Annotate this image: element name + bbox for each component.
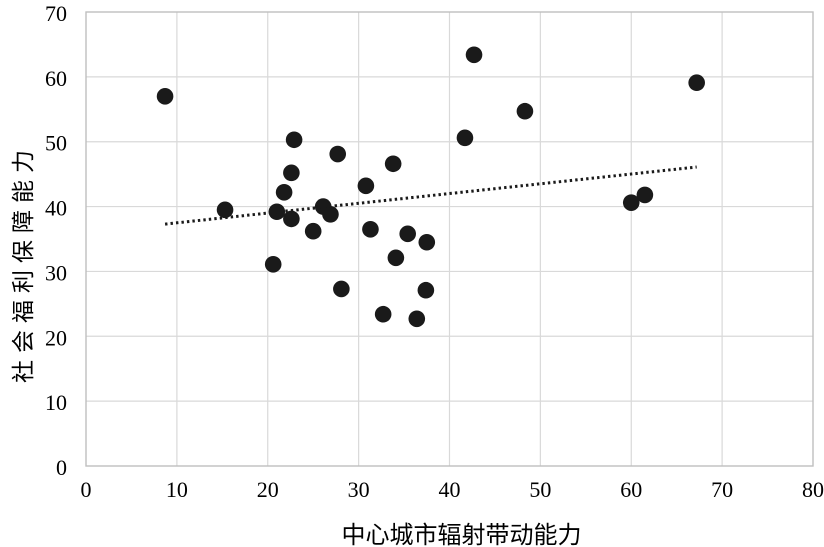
y-tick-label: 10 [45,390,67,415]
y-tick-label: 20 [45,325,67,350]
data-point [418,233,436,251]
x-tick-label: 50 [529,477,551,502]
x-tick-label: 80 [802,477,824,502]
data-point [374,305,392,323]
y-tick-label: 60 [45,66,67,91]
data-point [456,129,474,147]
y-tick-label: 50 [45,131,67,156]
data-point [285,131,303,149]
x-tick-label: 40 [439,477,461,502]
data-point [622,194,640,211]
x-tick-label: 20 [257,477,279,502]
data-point [636,186,654,204]
y-tick-label: 40 [45,196,67,221]
data-point [357,177,375,195]
data-point [384,155,402,173]
data-point [268,203,286,221]
x-tick-label: 10 [166,477,188,502]
y-tick-label: 0 [56,455,67,480]
data-point [333,280,350,298]
data-point [387,249,405,267]
data-point [688,74,705,91]
data-point [399,225,416,243]
plot-border [85,11,814,467]
x-tick-label: 70 [711,477,733,502]
data-point [322,206,339,223]
trend-line [164,165,697,226]
data-point [283,164,300,182]
data-point [408,310,426,328]
data-point [275,184,293,201]
x-tick-label: 30 [348,477,370,502]
data-point [283,210,300,228]
data-point [417,281,435,299]
data-point [465,46,483,64]
x-tick-label: 60 [620,477,642,502]
data-point [329,145,347,163]
data-point [304,222,322,240]
data-point [516,102,534,120]
data-point [216,201,234,219]
data-point [156,88,174,105]
data-point [264,255,282,273]
x-tick-label: 0 [81,477,92,502]
y-axis-title: 社会福利保障能力 [11,143,36,383]
x-axis-title: 中心城市辐射带动能力 [341,523,582,547]
y-tick-label: 70 [45,1,67,26]
data-point [362,220,379,238]
y-tick-label: 30 [45,260,67,285]
